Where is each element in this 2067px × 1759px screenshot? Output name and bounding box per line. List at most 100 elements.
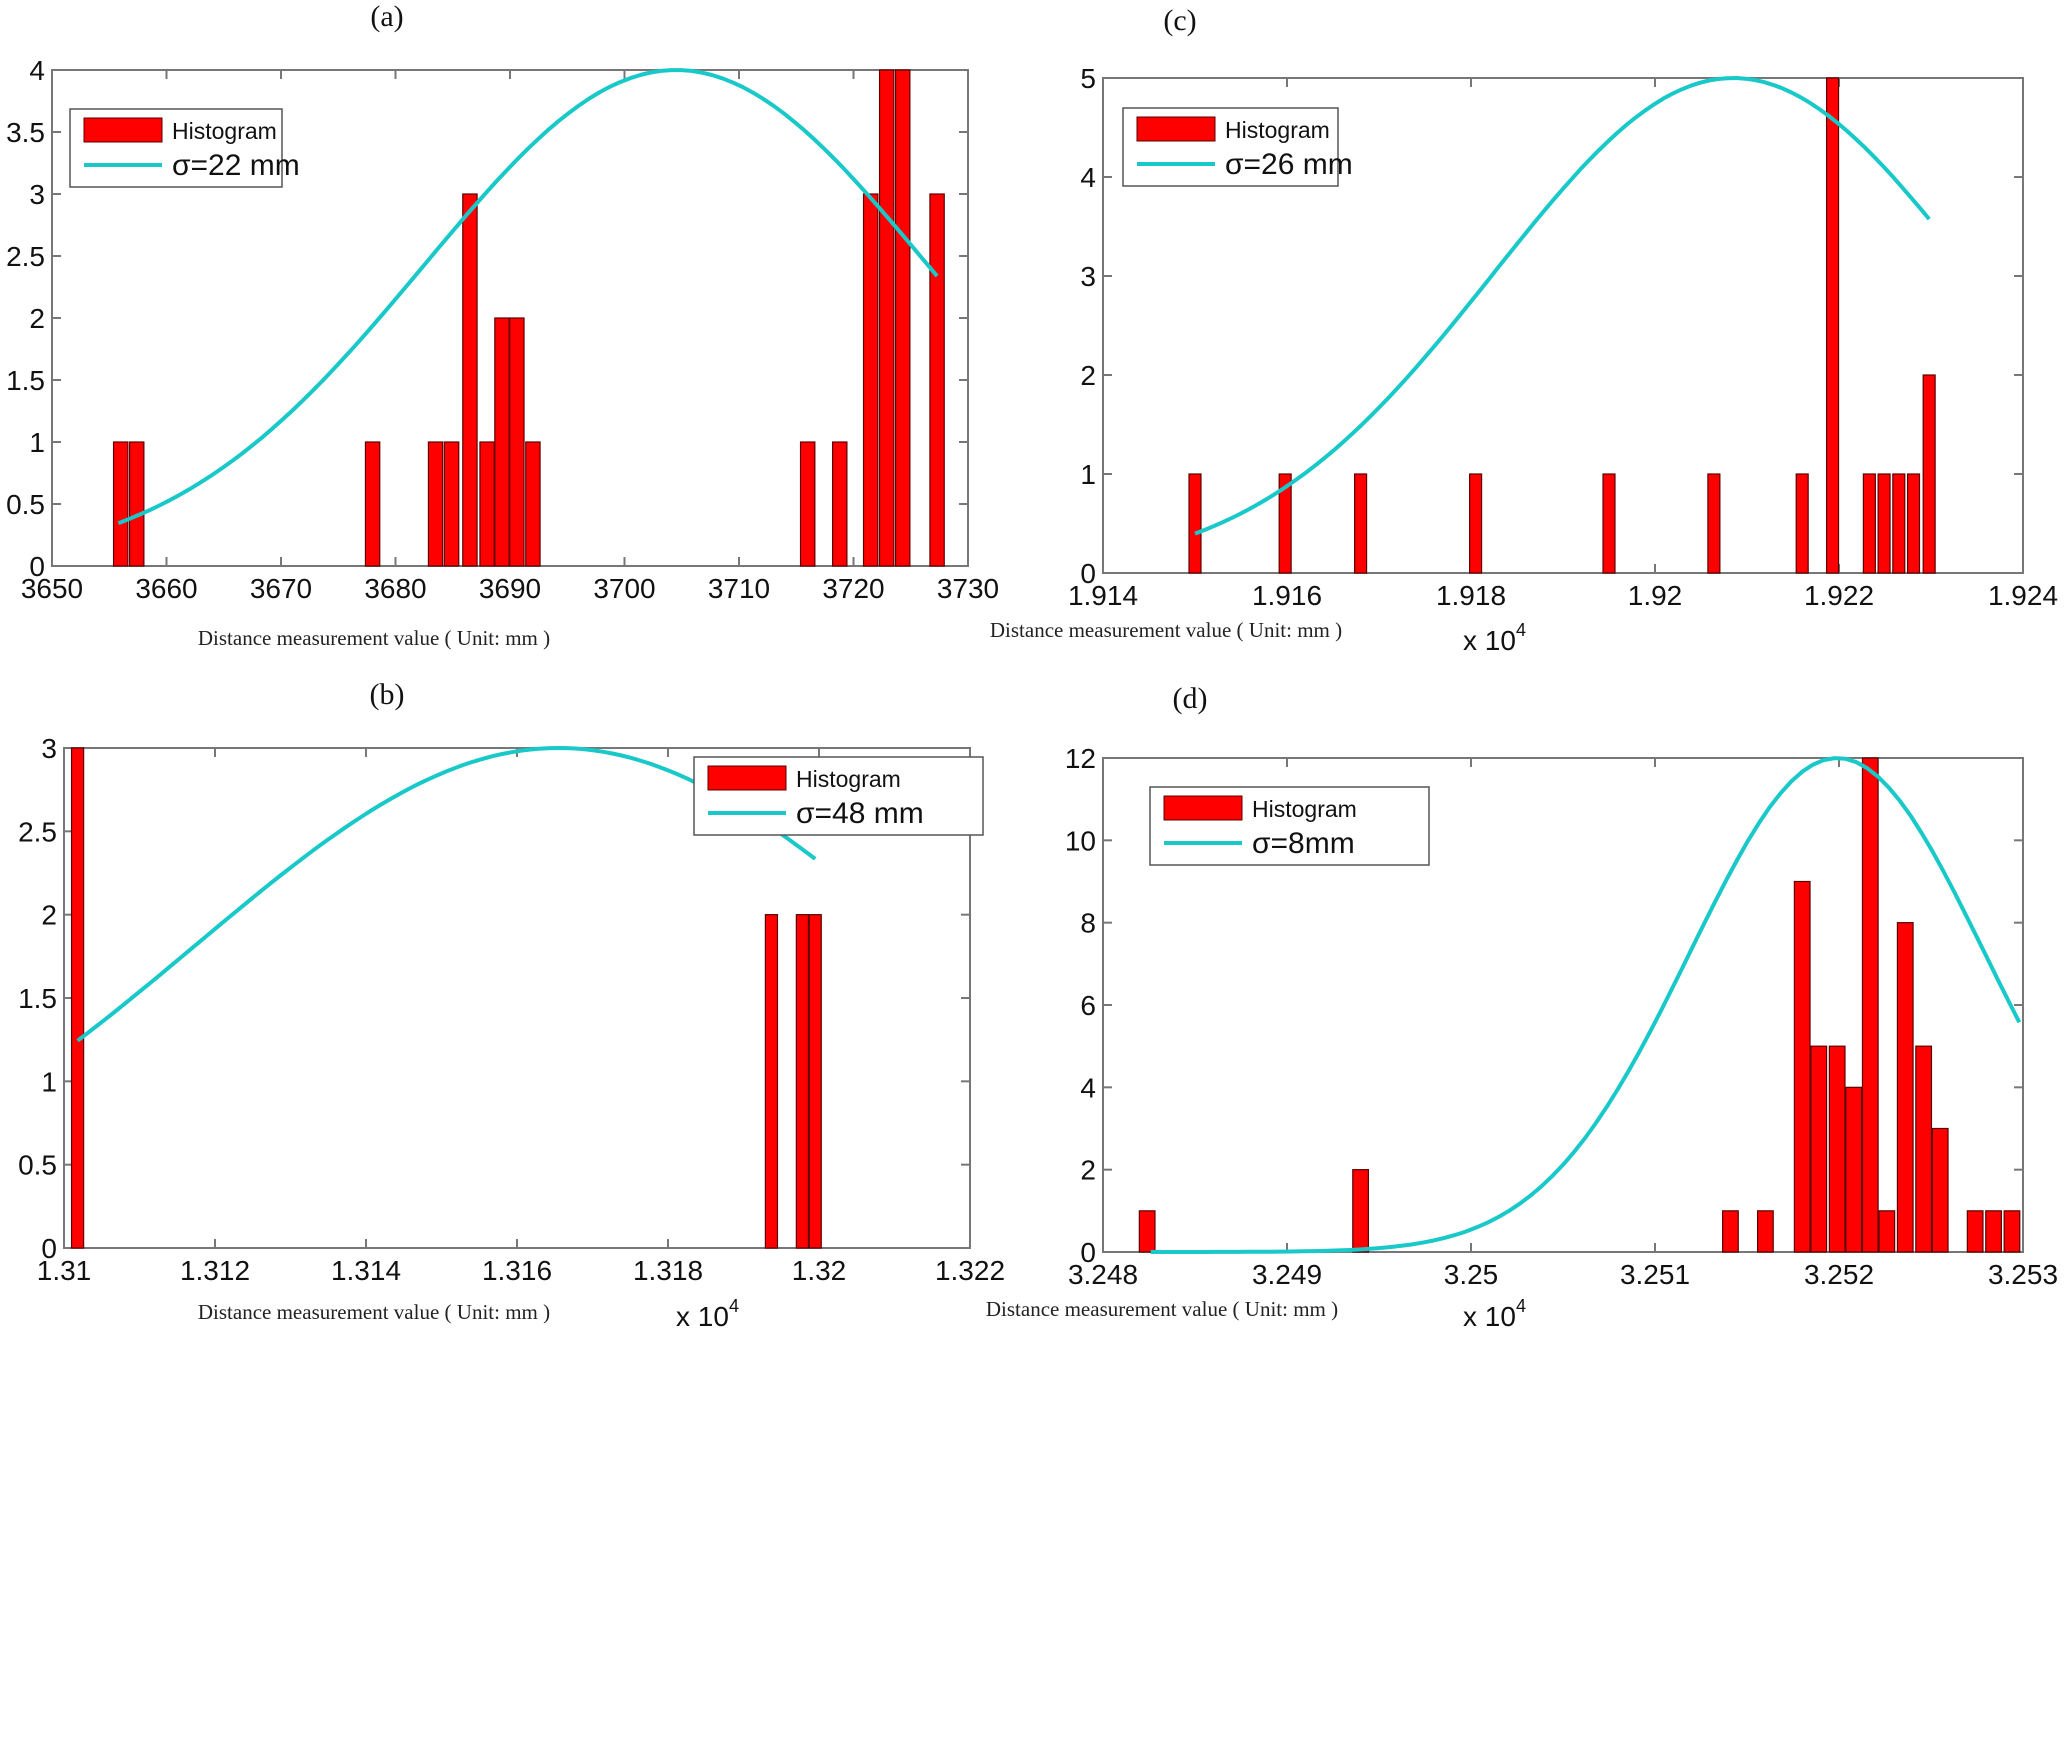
panel-label-d: (d) [1172, 682, 1208, 715]
legend-label-histogram: Histogram [796, 766, 901, 792]
y-tick-label: 1 [1080, 459, 1096, 490]
y-tick-label: 1.5 [18, 983, 57, 1014]
y-tick-label: 1 [41, 1066, 57, 1097]
legend-label-histogram: Histogram [1225, 117, 1330, 143]
x-tick-label: 1.924 [1988, 580, 2058, 611]
x-axis-label-a: Distance measurement value ( Unit: mm ) [197, 626, 551, 650]
y-tick-label: 2.5 [18, 816, 57, 847]
y-tick-label: 2 [41, 900, 57, 931]
x-tick-label: 3.253 [1988, 1259, 2058, 1290]
y-tick-label: 2 [1080, 360, 1096, 391]
x-exponent-value-b: 4 [728, 1296, 739, 1316]
legend-swatch-histogram [83, 117, 163, 143]
x-tick-label: 1.31 [37, 1255, 92, 1286]
x-exponent-value-d: 4 [1515, 1296, 1526, 1316]
legend: Histogram σ=26 mm [1122, 107, 1353, 187]
histogram-bar [832, 441, 848, 567]
histogram-bar [1352, 1169, 1370, 1253]
histogram-bar [1793, 880, 1811, 1253]
histogram-bar [1892, 473, 1906, 574]
x-tick-label: 1.312 [180, 1255, 250, 1286]
x-tick-label: 3710 [708, 573, 770, 604]
x-tick-label: 1.916 [1252, 580, 1322, 611]
x-exponent-value-c: 4 [1515, 620, 1526, 640]
x-tick-label: 1.92 [1628, 580, 1683, 611]
y-tick-label: 0.5 [6, 489, 45, 520]
x-tick-label: 3.248 [1068, 1259, 1138, 1290]
histogram-bar [1966, 1210, 1984, 1253]
panel-label-b: (b) [369, 678, 405, 711]
x-tick-label: 3730 [937, 573, 999, 604]
x-tick-label: 3670 [250, 573, 312, 604]
histogram-bar [1722, 1210, 1739, 1253]
histogram-bar [1878, 1210, 1896, 1253]
x-exponent-b: x 104 [676, 1296, 739, 1332]
y-tick-label: 10 [1065, 825, 1096, 856]
histogram-bar [1896, 922, 1914, 1253]
histogram-bar [462, 193, 478, 567]
legend-label-sigma: σ=26 mm [1225, 148, 1353, 181]
y-tick-label: 0.5 [18, 1150, 57, 1181]
x-exponent-d: x 104 [1463, 1296, 1526, 1332]
histogram-bar [862, 193, 879, 567]
histogram-bar [1188, 473, 1202, 574]
x-tick-label: 3660 [135, 573, 197, 604]
normal-fit-curve [1194, 76, 1931, 536]
y-tick-label: 8 [1080, 908, 1096, 939]
x-axis-label-b: Distance measurement value ( Unit: mm ) [197, 1300, 551, 1324]
histogram-bar [1922, 374, 1936, 574]
x-tick-label: 3.249 [1252, 1259, 1322, 1290]
x-tick-label: 3690 [479, 573, 541, 604]
histogram-bar [1877, 473, 1891, 574]
x-tick-label: 3700 [593, 573, 655, 604]
y-tick-label: 4 [29, 55, 45, 86]
y-tick-label: 12 [1065, 743, 1096, 774]
normal-fit-curve [1150, 756, 2022, 1254]
histogram-bar [1985, 1210, 2002, 1253]
histogram-bar [1915, 1045, 1933, 1253]
legend-label-sigma: σ=48 mm [796, 797, 924, 830]
x-axis-label-c: Distance measurement value ( Unit: mm ) [989, 618, 1343, 642]
normal-fit-curve [117, 68, 939, 526]
histogram-bar [795, 914, 810, 1249]
x-axis-label-d: Distance measurement value ( Unit: mm ) [985, 1297, 1339, 1321]
histogram-bar [509, 317, 525, 567]
y-tick-label: 0 [29, 551, 45, 582]
histogram-bar [1861, 757, 1879, 1253]
histogram-bar [2003, 1210, 2021, 1253]
legend-label-histogram: Histogram [1252, 796, 1357, 822]
histogram-bar [799, 441, 816, 567]
legend-label-sigma: σ=22 mm [172, 149, 300, 182]
x-tick-label: 1.316 [482, 1255, 552, 1286]
x-tick-label: 1.318 [633, 1255, 703, 1286]
x-tick-label: 1.918 [1436, 580, 1506, 611]
histogram-bar [1828, 1045, 1846, 1253]
x-tick-label: 3720 [822, 573, 884, 604]
legend-swatch-histogram [1163, 795, 1243, 821]
y-tick-label: 4 [1080, 162, 1096, 193]
histogram-bar [128, 441, 145, 567]
y-tick-label: 4 [1080, 1072, 1096, 1103]
histogram-bar [894, 69, 911, 567]
histogram-bar [1795, 473, 1809, 574]
legend: Histogram σ=8mm [1149, 786, 1430, 866]
y-tick-label: 3 [41, 733, 57, 764]
histogram-bar [929, 193, 945, 567]
y-tick-label: 2 [1080, 1155, 1096, 1186]
legend-swatch-histogram [707, 765, 787, 791]
y-tick-label: 2 [29, 303, 45, 334]
y-tick-label: 0 [1080, 1237, 1096, 1268]
legend: Histogram σ=48 mm [693, 756, 984, 836]
x-tick-label: 1.322 [935, 1255, 1005, 1286]
y-tick-label: 0 [41, 1233, 57, 1264]
histogram-bar [1138, 1210, 1156, 1253]
y-tick-label: 3 [29, 179, 45, 210]
normal-fit-curve [76, 746, 817, 1043]
histogram-bar [1469, 473, 1483, 574]
histogram-bar [1602, 473, 1616, 574]
legend: Histogram σ=22 mm [69, 108, 300, 188]
histogram-bar [1278, 473, 1292, 574]
histogram-bar [1845, 1086, 1863, 1253]
